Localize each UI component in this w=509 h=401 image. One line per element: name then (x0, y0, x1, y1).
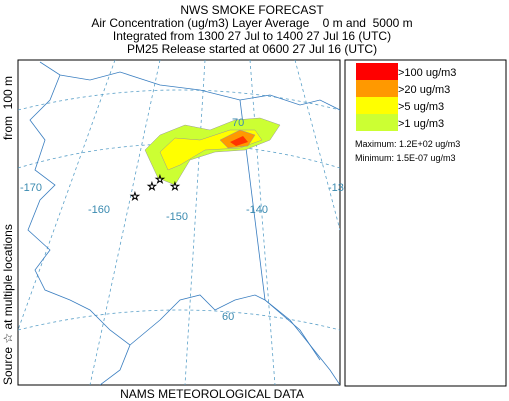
side-label: Source ☆ at multiple locations (1, 224, 15, 385)
legend-label: >100 ug/m3 (398, 67, 456, 79)
side-label: from 100 m (1, 76, 15, 140)
sources: ☆☆☆☆ (130, 174, 181, 204)
graticule (294, 60, 340, 231)
longitude-label: -140 (246, 204, 268, 216)
border (264, 299, 321, 361)
coastline (39, 61, 340, 111)
svg-text:☆: ☆ (130, 191, 140, 203)
legend-swatch (356, 80, 398, 97)
subtitle: Integrated from 1300 27 Jul to 1400 27 J… (113, 29, 391, 43)
latitude-label: 60 (222, 311, 234, 323)
subtitle: Air Concentration (ug/m3) Layer Average … (91, 16, 412, 30)
legend-swatch (356, 63, 398, 80)
svg-text:☆: ☆ (155, 174, 165, 186)
svg-text:☆: ☆ (147, 181, 157, 193)
longitude-label: -150 (166, 211, 188, 223)
coastline (27, 74, 131, 385)
longitude-label: -160 (88, 204, 110, 216)
legend-label: >1 ug/m3 (398, 118, 444, 130)
legend-label: >20 ug/m3 (398, 84, 450, 96)
svg-text:☆: ☆ (170, 181, 180, 193)
graticule (18, 309, 340, 331)
footer: NAMS METEOROLOGICAL DATA (120, 387, 304, 401)
graticule (249, 60, 276, 385)
legend-swatch (356, 97, 398, 114)
coastline (129, 294, 340, 385)
legend-swatch (356, 114, 398, 131)
latitude-label: 70 (232, 117, 244, 129)
longitude-label: -170 (20, 182, 42, 194)
legend-maximum: Maximum: 1.2E+02 ug/m3 (355, 139, 460, 149)
subtitle: PM25 Release started at 0600 27 Jul 16 (… (127, 42, 377, 56)
title: NWS SMOKE FORECAST (180, 3, 324, 17)
graticule (18, 89, 340, 111)
map: ☆☆☆☆ (17, 59, 341, 386)
map-frame (17, 59, 341, 386)
graticule (184, 60, 206, 385)
legend-label: >5 ug/m3 (398, 101, 444, 113)
smoke-plume (144, 117, 281, 186)
graticule (89, 60, 161, 385)
legend-minimum: Minimum: 1.5E-07 ug/m3 (355, 153, 456, 163)
